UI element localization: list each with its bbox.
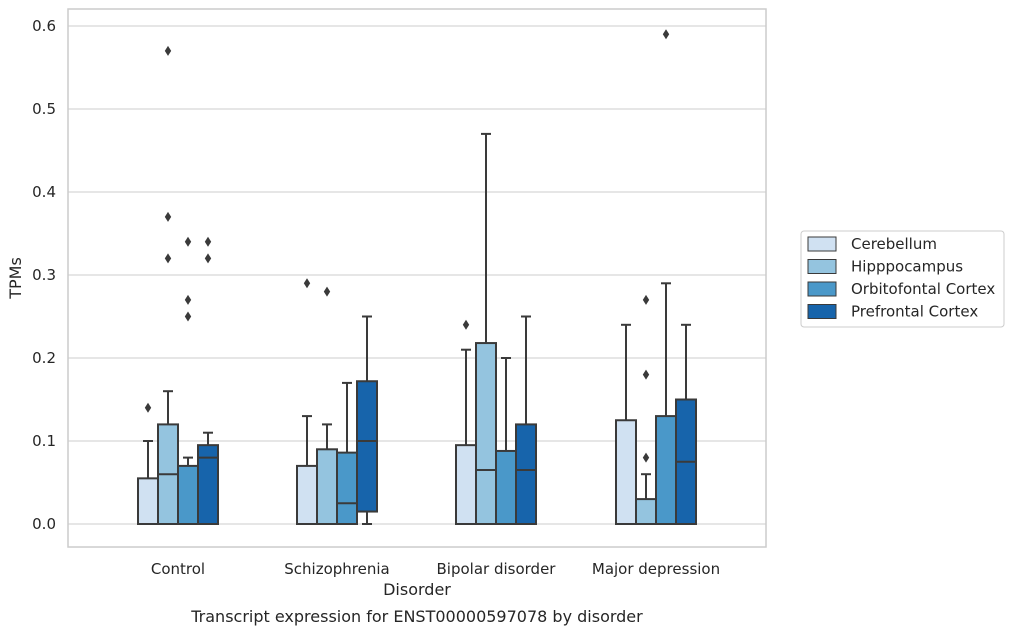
box-group [336,381,358,525]
box-group [655,29,677,526]
outlier-point [184,294,192,305]
box [296,464,318,525]
legend-label: Orbitofontal Cortex [851,280,995,298]
box-group [615,323,637,525]
y-tick-label: 0.3 [32,266,56,284]
y-axis-title: TPMs [6,257,25,300]
box-group [515,315,537,525]
legend-label: Cerebellum [851,235,937,253]
outlier-point [642,369,650,380]
grid-lines [68,25,766,525]
box-plot-marks [137,29,697,526]
outlier-point [462,319,470,330]
x-tick-labels: Control Schizophrenia Bipolar disorder Majo… [151,560,720,578]
outlier-point [164,211,172,222]
box [316,448,338,525]
outlier-point [164,253,172,264]
outlier-point [164,45,172,56]
y-tick-label: 0.1 [32,432,56,450]
box [655,415,677,526]
y-tick-label: 0.4 [32,183,56,201]
box [515,423,537,525]
box-group [296,278,318,525]
legend-swatch [807,236,837,252]
box [197,444,219,525]
y-tick-label: 0.2 [32,349,56,367]
x-axis-title: Disorder [383,580,451,599]
box [495,449,517,525]
box-group [316,286,338,525]
outlier-point [642,294,650,305]
box-group [635,294,657,526]
y-tick-label: 0.6 [32,17,56,35]
y-tick-label: 0.0 [32,515,56,533]
outlier-point [303,278,311,289]
box-group [356,315,378,525]
box [615,419,637,525]
plot-frame [67,8,767,548]
box [356,380,378,513]
outlier-point [642,452,650,463]
chart-caption: Transcript expression for ENST0000059707… [190,607,643,626]
y-tick-labels: 0.0 0.1 0.2 0.3 0.4 0.5 0.6 [32,17,56,533]
legend-swatch [807,281,837,297]
box [177,464,199,525]
outlier-point [184,236,192,247]
outlier-point [662,29,670,40]
box-group [177,236,199,525]
y-tick-label: 0.5 [32,100,56,118]
outlier-point [204,253,212,264]
box [635,498,657,526]
box-group [675,323,697,525]
x-tick-label: Schizophrenia [284,560,389,578]
outlier-point [184,311,192,322]
box-group [157,45,179,525]
outlier-point [204,236,212,247]
legend-swatch [807,259,837,274]
x-tick-label: Major depression [592,560,720,578]
box-group [455,319,477,525]
box-group [137,402,159,526]
outlier-point [144,402,152,413]
outlier-point [323,286,331,297]
x-tick-label: Control [151,560,205,578]
legend-swatch [807,304,837,319]
legend: Cerebellum Hipppocampus Orbitofontal Corte… [800,230,1005,328]
legend-label: Prefrontal Cortex [851,303,978,321]
x-tick-label: Bipolar disorder [437,560,557,578]
box [336,451,358,525]
legend-frame [800,230,1005,328]
box-group [197,236,219,525]
box-group [475,132,497,525]
legend-label: Hipppocampus [851,258,963,276]
box [475,342,497,525]
box [137,477,159,526]
box [455,444,477,525]
